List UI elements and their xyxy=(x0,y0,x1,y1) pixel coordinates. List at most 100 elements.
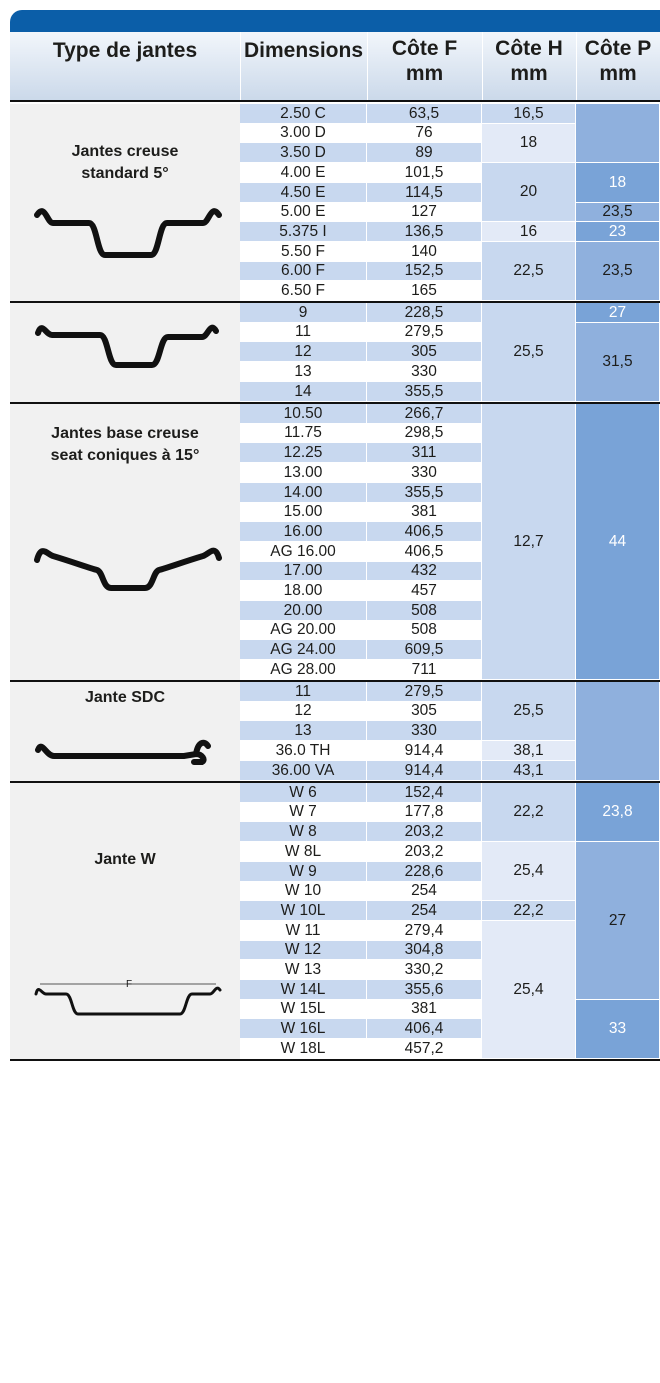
cote-f-cell: 355,5 xyxy=(367,483,482,503)
dimension-cell: 6.50 F xyxy=(240,281,367,301)
rim-type-label-line: Jante W xyxy=(10,849,240,871)
dimension-cell: W 13 xyxy=(240,960,367,980)
rim-section: Jante SDC 11 279,5 12 305 13 330 36.0 TH 914,4 36… xyxy=(10,682,660,783)
rim-profile-line xyxy=(38,743,208,762)
cote-f-cell: 330 xyxy=(367,721,482,741)
rim-section: Jante W F W 6 152,4 W 7 177,8 W 8 203,2 W 8L 203,… xyxy=(10,783,660,1061)
cote-f-cell: 330 xyxy=(367,463,482,483)
rim-type-label-line: standard 5° xyxy=(10,163,240,185)
cote-h-cell: 16 xyxy=(482,222,576,242)
dimension-cell: W 18L xyxy=(240,1039,367,1059)
dimension-cell: 18.00 xyxy=(240,581,367,601)
cote-f-cell: 177,8 xyxy=(367,803,482,822)
cote-f-cell: 228,6 xyxy=(367,862,482,882)
cote-f-cell: 355,6 xyxy=(367,980,482,1000)
dimension-cell: 4.50 E xyxy=(240,183,367,203)
dimension-cell: 11.75 xyxy=(240,424,367,443)
dimension-cell: W 11 xyxy=(240,921,367,941)
dimension-cell: 16.00 xyxy=(240,522,367,542)
header-cote-p-title: Côte P xyxy=(576,36,660,61)
cote-f-cell: 330,2 xyxy=(367,960,482,980)
dimension-cell: 6.00 F xyxy=(240,262,367,281)
header-dimensions: Dimensions xyxy=(235,38,372,63)
cote-p-cell: 44 xyxy=(576,404,660,680)
cote-p-cell: 23,8 xyxy=(576,783,660,842)
cote-f-cell: 89 xyxy=(367,143,482,163)
rim-type-label-line: Jante SDC xyxy=(10,687,240,709)
cote-f-cell: 355,5 xyxy=(367,382,482,402)
header-cote-p: Côte P mm xyxy=(576,36,660,86)
cote-f-cell: 305 xyxy=(367,342,482,362)
cote-h-cell: 43,1 xyxy=(482,761,576,781)
dimension-cell: 13 xyxy=(240,721,367,741)
dimension-cell: W 16L xyxy=(240,1019,367,1039)
cote-f-cell: 457 xyxy=(367,581,482,601)
cote-p-cell xyxy=(576,104,660,163)
cote-f-cell: 127 xyxy=(367,203,482,222)
cote-f-cell: 152,5 xyxy=(367,262,482,281)
cote-f-cell: 140 xyxy=(367,242,482,262)
cote-p-cell: 23 xyxy=(576,222,660,242)
dimension-cell: 5.00 E xyxy=(240,203,367,222)
dimension-cell: W 6 xyxy=(240,783,367,803)
cote-f-cell: 203,2 xyxy=(367,822,482,842)
cote-f-cell: 228,5 xyxy=(367,303,482,323)
rim-type-cell: Jantes creuse standard 5° xyxy=(10,104,240,301)
dimension-cell: 5.50 F xyxy=(240,242,367,262)
cote-h-cell: 18 xyxy=(482,124,576,163)
dimension-cell: 11 xyxy=(240,682,367,702)
cote-f-cell: 298,5 xyxy=(367,424,482,443)
header-cote-f-title: Côte F xyxy=(367,36,482,61)
dimension-cell: 36.0 TH xyxy=(240,741,367,761)
dimension-cell: W 14L xyxy=(240,980,367,1000)
cote-f-cell: 114,5 xyxy=(367,183,482,203)
cote-f-cell: 279,5 xyxy=(367,323,482,342)
dimension-label: F xyxy=(126,979,132,990)
cote-h-cell: 25,4 xyxy=(482,921,576,1059)
header-cote-f: Côte F mm xyxy=(367,36,482,86)
cote-f-cell: 311 xyxy=(367,443,482,463)
dimension-cell: 15.00 xyxy=(240,503,367,522)
cote-f-cell: 76 xyxy=(367,124,482,143)
header-divider xyxy=(576,32,577,100)
table-header: Type de jantes Dimensions Côte F mm Côte… xyxy=(10,32,660,102)
cote-p-cell: 27 xyxy=(576,842,660,1000)
cote-f-cell: 279,4 xyxy=(367,921,482,941)
cote-f-cell: 63,5 xyxy=(367,104,482,124)
rim-type-label-line: seat coniques à 15° xyxy=(10,445,240,467)
cote-f-cell: 914,4 xyxy=(367,761,482,781)
dimension-cell: 11 xyxy=(240,323,367,342)
cote-h-cell: 25,5 xyxy=(482,682,576,741)
dimension-cell: W 10L xyxy=(240,901,367,921)
rim-profile-line xyxy=(38,328,216,365)
rim-type-cell: Jante W F xyxy=(10,783,240,1059)
cote-f-cell: 304,8 xyxy=(367,941,482,960)
header-type: Type de jantes xyxy=(10,38,240,63)
cote-f-cell: 203,2 xyxy=(367,842,482,862)
cote-f-cell: 330 xyxy=(367,362,482,382)
dimension-cell: 3.50 D xyxy=(240,143,367,163)
rim-profile-diagram: F xyxy=(30,976,226,1022)
rim-profile-diagram xyxy=(34,736,214,772)
cote-h-cell: 25,4 xyxy=(482,842,576,901)
dimension-cell: 4.00 E xyxy=(240,163,367,183)
rim-profile-diagram xyxy=(33,534,223,596)
dimension-cell: 14 xyxy=(240,382,367,402)
cote-h-cell: 25,5 xyxy=(482,303,576,402)
rim-section: Jantes base creuse seat coniques à 15° 10.… xyxy=(10,404,660,682)
cote-h-cell: 38,1 xyxy=(482,741,576,761)
dimension-cell: 9 xyxy=(240,303,367,323)
cote-h-cell: 20 xyxy=(482,163,576,222)
cote-h-cell: 16,5 xyxy=(482,104,576,124)
dimension-cell: 12 xyxy=(240,702,367,721)
rim-section: Jantes creuse standard 5° 2.50 C 63,5 3.00 D… xyxy=(10,104,660,303)
cote-p-cell xyxy=(576,682,660,781)
dimension-cell: W 8L xyxy=(240,842,367,862)
cote-f-cell: 136,5 xyxy=(367,222,482,242)
cote-f-cell: 266,7 xyxy=(367,404,482,424)
rim-type-cell: Jante SDC xyxy=(10,682,240,781)
rim-type-cell: Jantes base creuse seat coniques à 15° xyxy=(10,404,240,680)
header-cote-p-unit: mm xyxy=(576,61,660,86)
header-divider xyxy=(482,32,483,100)
dimension-cell: 2.50 C xyxy=(240,104,367,124)
